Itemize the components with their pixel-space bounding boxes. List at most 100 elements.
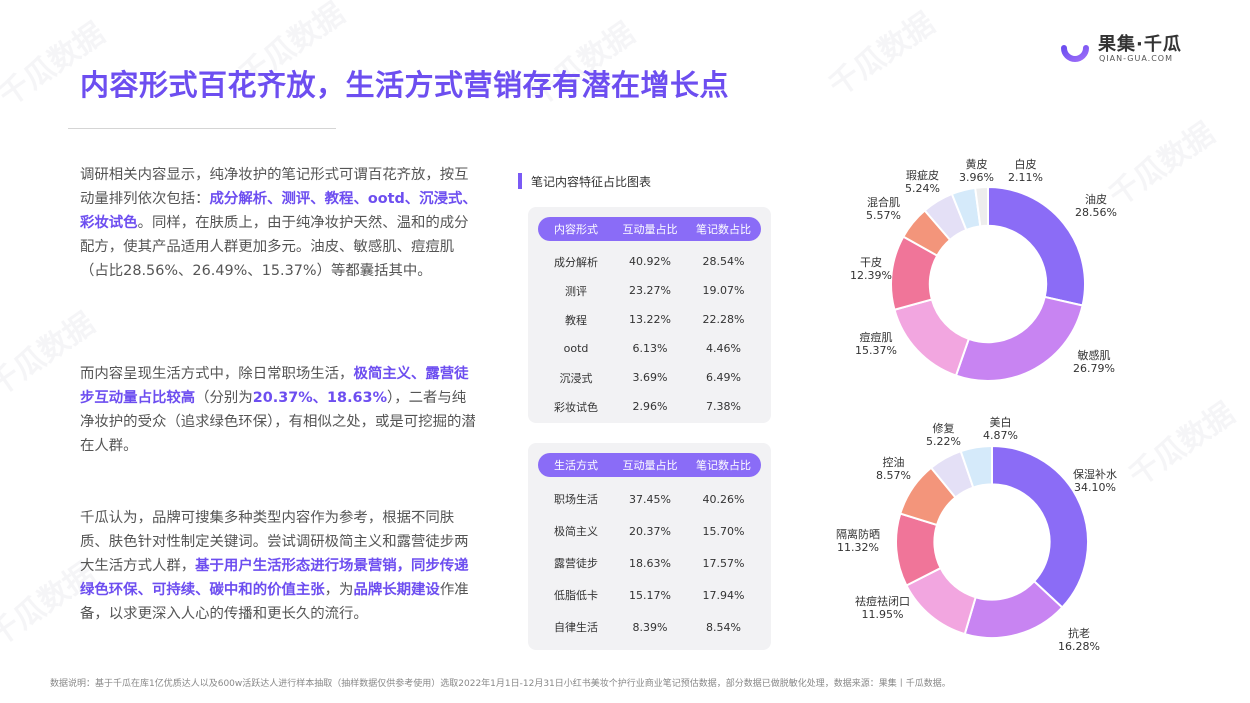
cell: 测评	[565, 284, 587, 298]
slice-name: 油皮	[1084, 193, 1107, 206]
cell: 4.46%	[706, 342, 741, 355]
slice-label: 瑕疵皮 5.24%	[905, 169, 940, 195]
brand-logo: 果集·千瓜 QIAN-GUA.COM	[1058, 28, 1218, 68]
slice-name: 祛痘祛闭口	[855, 595, 910, 608]
text-run: 千瓜认为，品牌可搜集多种类型内容作为参考，根据不同肤质、肤色针对性制定关键词。尝…	[80, 510, 469, 574]
slice-value: 26.79%	[1073, 362, 1115, 375]
cell: 彩妆试色	[554, 400, 598, 414]
column-header: 生活方式	[538, 453, 614, 477]
paragraph-conclusion: 千瓜认为，品牌可搜集多种类型内容作为参考，根据不同肤质、肤色针对性制定关键词。尝…	[80, 506, 480, 626]
watermark: 千瓜数据	[1122, 396, 1242, 494]
slice-value: 5.57%	[866, 209, 901, 222]
slice-value: 5.24%	[905, 182, 940, 195]
cell: 40.26%	[702, 492, 745, 506]
slice-value: 8.57%	[876, 469, 911, 482]
table-section-title: 笔记内容特征占比图表	[531, 174, 652, 189]
cell: 2.96%	[632, 400, 668, 413]
cell: 6.13%	[632, 342, 668, 355]
donut-slice	[954, 295, 1084, 382]
table-row: 职场生活 37.45% 40.26%	[538, 483, 761, 515]
donut-slice	[893, 298, 971, 377]
highlight-run: 20.37%、18.63%	[252, 390, 387, 406]
data-source-footnote: 数据说明：基于千瓜在库1亿优质达人以及600w活跃达人进行样本抽取（抽样数据仅供…	[50, 679, 951, 689]
paragraph-lifestyle: 而内容呈现生活方式中，除日常职场生活，极简主义、露营徒步互动量占比较高（分别为2…	[80, 362, 480, 458]
slice-label: 抗老 16.28%	[1058, 627, 1100, 653]
cell: 19.07%	[702, 284, 745, 297]
cell: ootd	[563, 342, 589, 355]
slice-value: 16.28%	[1058, 640, 1100, 653]
slice-label: 黄皮 3.96%	[959, 158, 994, 184]
text-run: （分别为	[195, 390, 253, 406]
cell: 28.54%	[702, 255, 745, 268]
slice-label: 干皮 12.39%	[850, 256, 892, 282]
cell: 23.27%	[629, 284, 671, 297]
table-row: 极简主义 20.37% 15.70%	[538, 515, 761, 547]
skin-type-donut-chart	[890, 186, 1086, 382]
slice-value: 2.11%	[1008, 171, 1043, 184]
paragraph-skin-types: 调研相关内容显示，纯净妆护的笔记形式可谓百花齐放，按互动量排列依次包括：成分解析…	[80, 163, 480, 283]
cell: 17.57%	[702, 556, 745, 570]
brand-logo-icon	[1061, 45, 1089, 62]
slice-label: 混合肌 5.57%	[866, 196, 901, 222]
highlight-run: 成分解析、测评、教程、ootd、沉浸式、彩妆试色	[80, 191, 477, 231]
slice-name: 保湿补水	[1073, 468, 1117, 481]
table-header: 内容形式 互动量占比 笔记数占比	[538, 217, 761, 241]
slice-name: 黄皮	[965, 158, 988, 171]
slice-value: 4.87%	[983, 429, 1018, 442]
slice-label: 白皮 2.11%	[1008, 158, 1043, 184]
highlight-run: 品牌长期建设	[353, 582, 440, 598]
table-row: 彩妆试色 2.96% 7.38%	[538, 392, 761, 421]
slice-label: 敏感肌 26.79%	[1073, 349, 1115, 375]
slice-name: 干皮	[859, 256, 882, 269]
slice-label: 美白 4.87%	[983, 416, 1018, 442]
cell: 13.22%	[629, 313, 671, 326]
text-run: 。同样，在肤质上，由于纯净妆护天然、温和的成分配方，使其产品适用人群更加多元。油…	[80, 215, 469, 279]
cell: 37.45%	[629, 492, 671, 506]
cell: 15.70%	[702, 524, 745, 538]
slice-name: 瑕疵皮	[905, 169, 939, 182]
table-row: 沉浸式 3.69% 6.49%	[538, 363, 761, 392]
slice-value: 11.32%	[837, 541, 879, 554]
slice-value: 34.10%	[1074, 481, 1116, 494]
table-row: 成分解析 40.92% 28.54%	[538, 247, 761, 276]
slice-label: 保湿补水 34.10%	[1073, 468, 1117, 494]
cell: 露营徒步	[554, 557, 598, 570]
text-run: ），二者与纯净妆护的受众（追求绿色环保），有相似之处，或是可挖掘的潜在人群。	[80, 390, 476, 454]
slice-label: 油皮 28.56%	[1075, 193, 1117, 219]
column-header: 笔记数占比	[686, 453, 761, 477]
skincare-need-donut-chart	[895, 445, 1089, 639]
cell: 教程	[565, 313, 587, 327]
lifestyle-table: 生活方式 互动量占比 笔记数占比 职场生活 37.45% 40.26% 极简主义 20…	[528, 443, 771, 650]
content-format-table: 内容形式 互动量占比 笔记数占比 成分解析 40.92% 28.54% 测评 23.2…	[528, 207, 771, 423]
cell: 15.17%	[629, 588, 671, 602]
highlight-run: 基于用户生活形态进行场景营销，同步传递绿色环保、可持续、碳中和的价值主张	[80, 558, 469, 598]
table-row: 教程 13.22% 22.28%	[538, 305, 761, 334]
cell: 6.49%	[706, 371, 741, 384]
slice-name: 抗老	[1067, 627, 1090, 640]
slice-value: 5.22%	[926, 435, 961, 448]
slice-value: 11.95%	[861, 608, 904, 621]
cell: 职场生活	[554, 493, 598, 506]
slice-label: 修复 5.22%	[926, 422, 961, 448]
slice-name: 痘痘肌	[859, 331, 893, 344]
slice-name: 白皮	[1014, 158, 1037, 171]
table-section-heading: 笔记内容特征占比图表	[518, 172, 651, 190]
text-run: 调研相关内容显示，纯净妆护的笔记形式可谓百花齐放，按互动量排列依次包括：	[80, 167, 469, 207]
slice-value: 3.96%	[959, 171, 994, 184]
watermark: 千瓜数据	[822, 6, 942, 104]
slice-value: 15.37%	[855, 344, 897, 357]
cell: 低脂低卡	[554, 589, 598, 602]
cell: 8.54%	[706, 620, 741, 634]
highlight-run: 极简主义、露营徒步互动量占比较高	[80, 366, 469, 406]
column-header: 互动量占比	[614, 453, 686, 477]
slice-label: 痘痘肌 15.37%	[855, 331, 897, 357]
donut-slice	[987, 186, 1086, 307]
table-row: 测评 23.27% 19.07%	[538, 276, 761, 305]
cell: 22.28%	[702, 313, 745, 326]
slice-label: 隔离防晒 11.32%	[836, 528, 880, 554]
brand-name: 果集·千瓜	[1098, 34, 1182, 55]
cell: 18.63%	[629, 556, 671, 570]
slice-value: 28.56%	[1075, 206, 1117, 219]
donut-slice	[991, 445, 1089, 609]
slice-label: 控油 8.57%	[876, 456, 911, 482]
